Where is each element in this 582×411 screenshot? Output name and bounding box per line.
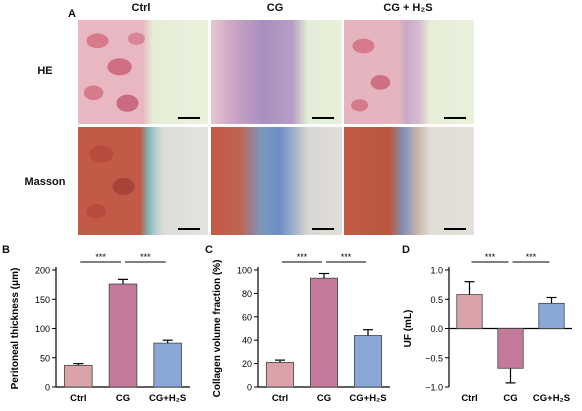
y-tick-label: 0.5: [430, 295, 443, 305]
significance-label: ***: [485, 252, 496, 262]
scale-bar: [312, 228, 334, 230]
category-label: CG: [116, 393, 130, 404]
category-label: Ctrl: [461, 393, 477, 404]
micrograph-masson-cg-h2s: [344, 127, 474, 235]
y-tick-label: 100: [35, 324, 50, 334]
significance-label: ***: [341, 252, 352, 262]
y-axis-label: Collagen volume fraction (%): [212, 260, 223, 398]
panel-a-label: A: [68, 8, 76, 20]
y-tick-label: 0: [247, 383, 252, 393]
panel-b-label: B: [2, 244, 10, 256]
scale-bar: [444, 228, 466, 230]
category-label: Ctrl: [70, 393, 86, 404]
y-tick-label: 50: [40, 353, 50, 363]
scale-bar: [444, 117, 466, 119]
scale-bar: [178, 117, 200, 119]
column-label-ctrl: Ctrl: [131, 2, 151, 14]
y-tick-label: 40: [242, 336, 252, 346]
row-label-masson: Masson: [24, 176, 66, 188]
y-tick-label: 80: [242, 289, 252, 299]
category-label: CG: [317, 393, 331, 404]
column-label-cg: CG: [266, 2, 284, 14]
chart-collagen-volume: 0 20 40 60 80 100 Collagen volume fraction (%)…: [212, 252, 390, 404]
chart-peritoneal-thickness: 0 50 100 150 200 Peritoneal thickness (μm) Ctr…: [10, 252, 190, 404]
micrograph-he-cg: [211, 20, 342, 124]
category-label: CG: [503, 393, 517, 404]
category-label: CG+H₂S: [149, 393, 186, 404]
y-tick-label: −1.0: [425, 383, 443, 393]
y-tick-label: 1.0: [430, 266, 443, 276]
significance-label: ***: [140, 252, 151, 262]
bar: [108, 283, 138, 388]
bar: [265, 362, 295, 388]
significance-label: ***: [297, 252, 308, 262]
y-tick-label: 100: [237, 266, 252, 276]
significance-label: ***: [526, 252, 537, 262]
micrograph-masson-cg: [211, 127, 342, 235]
panel-d-label: D: [402, 244, 410, 256]
micrograph-he-ctrl: [78, 20, 208, 124]
y-tick-label: 0: [45, 383, 50, 393]
bar: [153, 342, 182, 388]
bar: [538, 302, 565, 329]
scale-bar: [312, 117, 334, 119]
y-tick-label: 150: [35, 295, 50, 305]
bar: [456, 294, 483, 329]
bar: [353, 335, 383, 388]
y-tick-label: 60: [242, 312, 252, 322]
y-axis-label: Peritoneal thickness (μm): [10, 268, 21, 390]
y-tick-label: 20: [242, 359, 252, 369]
significance-label: ***: [95, 252, 106, 262]
chart-ultrafiltration: −1.0 −0.5 0.0 0.5 1.0 UF (mL) Ctrl CG CG+H₂S *** *…: [403, 252, 572, 404]
micrograph-masson-ctrl: [78, 127, 208, 235]
panel-c-label: C: [205, 244, 213, 256]
category-label: CG+H₂S: [349, 393, 386, 404]
bar: [497, 328, 524, 369]
y-tick-label: 0.0: [430, 324, 443, 334]
bar: [64, 364, 93, 388]
bar: [309, 277, 339, 388]
row-label-he: HE: [37, 65, 53, 77]
micrograph-he-cg-h2s: [344, 20, 474, 124]
y-tick-label: 200: [35, 266, 50, 276]
y-axis-label: UF (mL): [403, 310, 414, 348]
y-tick-label: −0.5: [425, 353, 443, 363]
scale-bar: [178, 228, 200, 230]
category-label: Ctrl: [272, 393, 288, 404]
category-label: CG+H₂S: [533, 393, 570, 404]
column-label-cg-h2s: CG + H₂S: [383, 2, 433, 14]
